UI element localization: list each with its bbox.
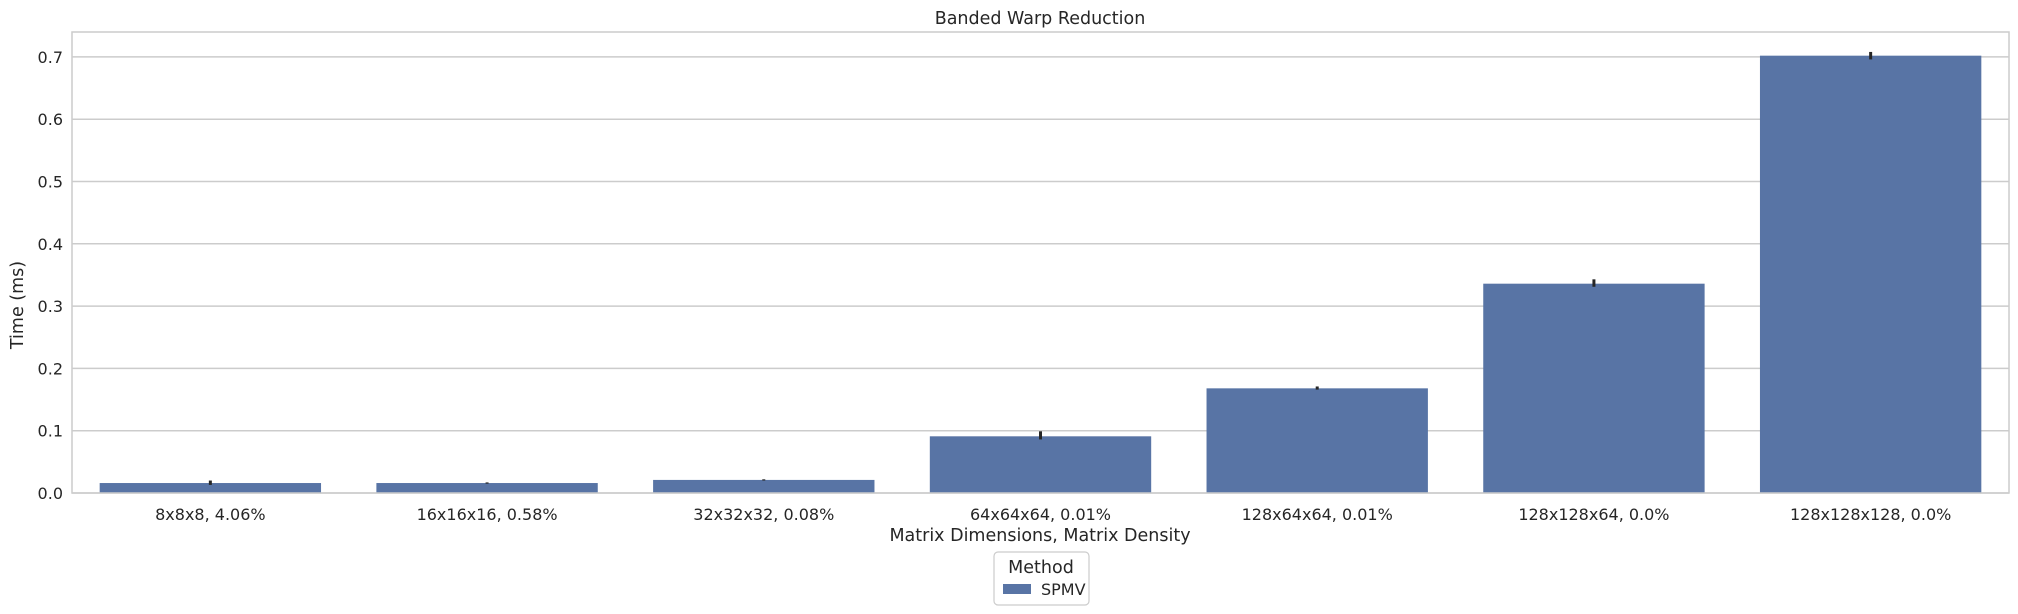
legend-swatch-spmv <box>1003 584 1031 594</box>
legend-label-spmv: SPMV <box>1041 580 1086 599</box>
plot-frame <box>71 31 2010 494</box>
chart-title: Banded Warp Reduction <box>935 9 1146 29</box>
x-tick-label: 64x64x64, 0.01% <box>970 505 1111 524</box>
y-axis-title: Time (ms) <box>8 261 28 350</box>
bar <box>1759 55 1982 493</box>
bar <box>1483 283 1705 493</box>
bars <box>99 55 1982 493</box>
y-tick-label: 0.4 <box>38 235 63 254</box>
y-tick-label: 0.7 <box>38 48 63 67</box>
x-tick-label: 16x16x16, 0.58% <box>417 505 558 524</box>
y-tick-label: 0.6 <box>38 110 63 129</box>
bar <box>1206 388 1428 493</box>
bar <box>376 483 598 493</box>
x-tick-label: 8x8x8, 4.06% <box>155 505 265 524</box>
bar <box>653 479 875 493</box>
legend-title: Method <box>1008 558 1074 578</box>
bar <box>929 436 1152 493</box>
y-tick-label: 0.1 <box>38 422 63 441</box>
y-tick-label: 0.3 <box>38 297 63 316</box>
x-tick-label: 128x64x64, 0.01% <box>1242 505 1393 524</box>
y-tick-label: 0.5 <box>38 173 63 192</box>
x-axis-title: Matrix Dimensions, Matrix Density <box>889 526 1190 546</box>
y-tick-labels: 0.0 0.1 0.2 0.3 0.4 0.5 0.6 0.7 <box>38 48 63 503</box>
x-tick-label: 32x32x32, 0.08% <box>693 505 834 524</box>
error-bars <box>208 51 1873 485</box>
y-tick-label: 0.0 <box>38 484 63 503</box>
x-tick-label: 128x128x128, 0.0% <box>1790 505 1951 524</box>
x-tick-label: 128x128x64, 0.0% <box>1518 505 1669 524</box>
x-tick-labels: 8x8x8, 4.06% 16x16x16, 0.58% 32x32x32, 0.0… <box>155 505 1951 524</box>
legend: Method SPMV <box>993 551 1090 606</box>
bar <box>99 483 322 493</box>
y-tick-label: 0.2 <box>38 359 63 378</box>
